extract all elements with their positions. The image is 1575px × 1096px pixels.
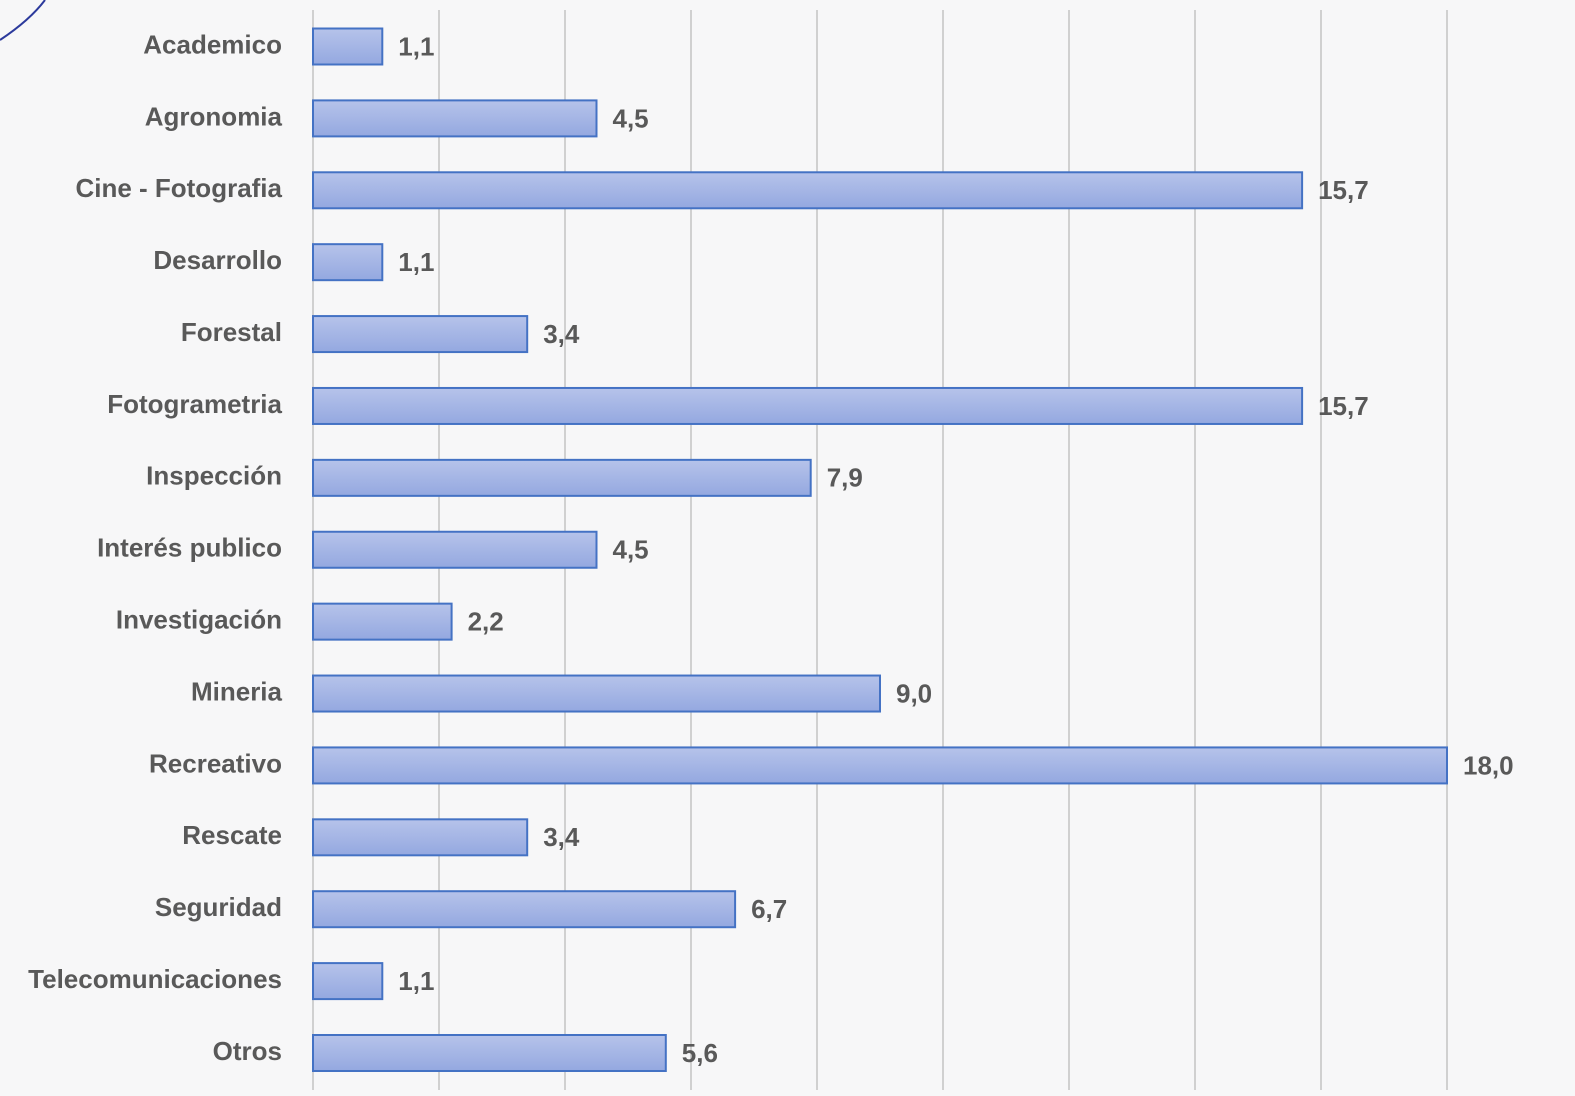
bar — [312, 458, 812, 497]
bar — [312, 818, 529, 857]
bar — [312, 962, 384, 1001]
value-label: 7,9 — [827, 463, 863, 493]
value-label: 3,4 — [543, 822, 580, 852]
bar — [312, 674, 881, 713]
y-tick-label: Fotogrametria — [107, 389, 282, 419]
y-tick-label: Telecomunicaciones — [28, 964, 282, 994]
value-label: 1,1 — [398, 247, 434, 277]
value-label: 4,5 — [613, 535, 649, 565]
bar — [312, 890, 737, 929]
y-tick-label: Academico — [143, 29, 282, 59]
bar — [312, 746, 1448, 785]
value-label: 15,7 — [1318, 175, 1369, 205]
value-label: 6,7 — [751, 894, 787, 924]
bar — [312, 315, 529, 354]
value-label: 18,0 — [1463, 750, 1514, 780]
y-tick-label: Investigación — [116, 605, 282, 635]
bar — [312, 27, 384, 66]
y-tick-label: Agronomia — [145, 101, 283, 131]
y-tick-label: Interés publico — [97, 533, 282, 563]
y-tick-label: Desarrollo — [153, 245, 282, 275]
y-tick-label: Rescate — [182, 820, 282, 850]
value-label: 3,4 — [543, 319, 580, 349]
bar — [312, 1034, 667, 1072]
bar — [312, 386, 1304, 425]
bar — [312, 243, 384, 282]
y-tick-label: Recreativo — [149, 748, 282, 778]
value-label: 9,0 — [896, 678, 932, 708]
bar — [312, 602, 453, 641]
y-tick-label: Seguridad — [155, 892, 282, 922]
value-label: 2,2 — [468, 607, 504, 637]
value-label: 4,5 — [613, 103, 649, 133]
value-label: 1,1 — [398, 966, 434, 996]
y-tick-label: Forestal — [181, 317, 282, 347]
decor-arc — [0, 0, 46, 41]
y-tick-label: Mineria — [191, 676, 283, 706]
value-label: 5,6 — [682, 1038, 718, 1068]
value-label: 15,7 — [1318, 391, 1369, 421]
bar — [312, 171, 1304, 210]
value-label: 1,1 — [398, 31, 434, 61]
y-tick-label: Otros — [213, 1036, 282, 1066]
y-tick-label: Inspección — [146, 461, 282, 491]
bar — [312, 530, 598, 569]
bar — [312, 99, 598, 138]
y-tick-label: Cine - Fotografia — [75, 173, 282, 203]
